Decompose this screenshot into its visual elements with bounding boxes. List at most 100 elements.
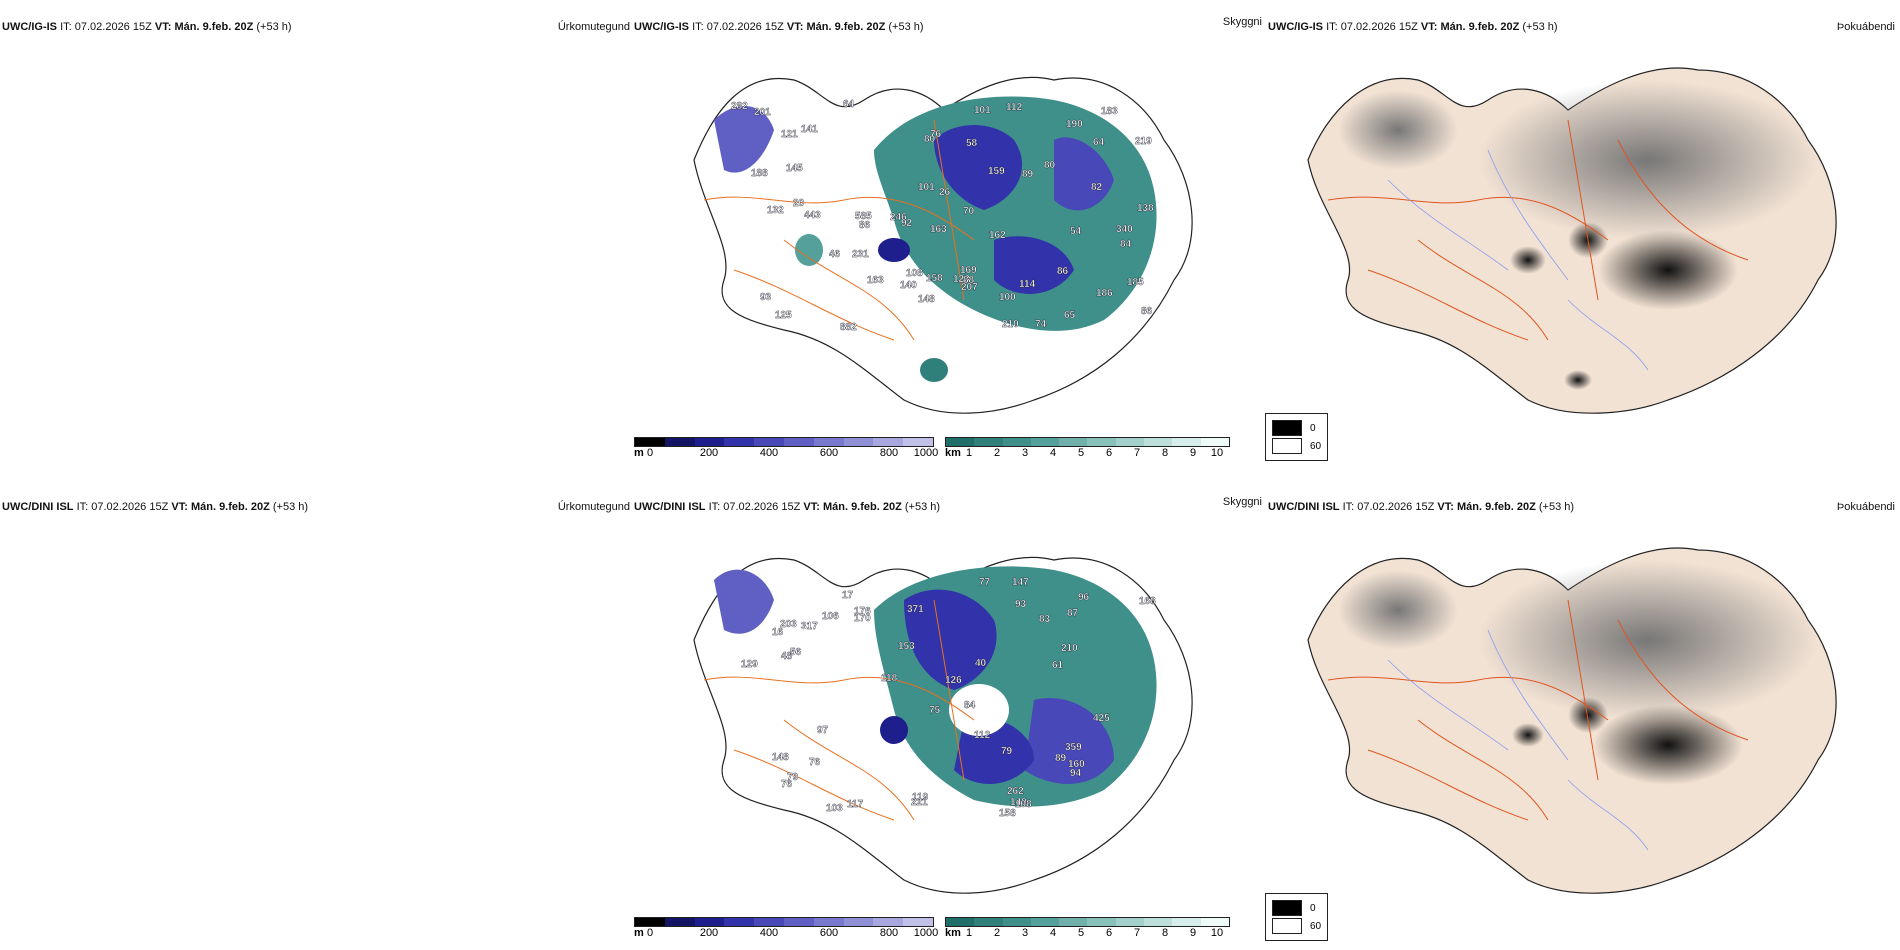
precip-legend-row2: Súld Rigning Slydda Snjókoma Frostúði Fr…	[5, 916, 502, 937]
ceiling-value-label: 64	[843, 99, 855, 110]
ceiling-value-label: 82	[1091, 182, 1103, 193]
ceiling-panel-name-row1: Skyggni	[1222, 16, 1262, 28]
ceiling-value-label: 340	[1116, 224, 1133, 235]
ceiling-value-label: 141	[801, 124, 818, 135]
ceiling-value-label: 103	[826, 803, 843, 814]
ceiling-value-label: 76	[809, 757, 821, 768]
precip-map-svg-row2	[1, 516, 632, 942]
ceiling-value-label: 219	[1135, 136, 1152, 147]
ceiling-value-label: 17	[842, 590, 854, 601]
ceiling-value-label: 75	[929, 705, 941, 716]
ceiling-value-label: 40	[975, 658, 987, 669]
ceiling-value-label: 58	[966, 138, 978, 149]
ceiling-map-svg-row2: 17 210 140 16 87 76 94 75 93 83 79 147 97 48 119 84 61 17…	[693, 556, 1193, 894]
visibility-unit-row2: km	[945, 927, 961, 939]
ceiling-value-label: 108	[1015, 799, 1032, 810]
ceiling-value-label: 203	[780, 619, 797, 630]
ceiling-value-label: 138	[1137, 203, 1154, 214]
visibility-colorbar-row1: 1 2 3 4 5 6 7 8 9 10	[945, 437, 1230, 459]
ceiling-value-label: 112	[974, 730, 991, 741]
ceiling-value-label: 101	[918, 182, 935, 193]
ceiling-map-row2[interactable]: 17 210 140 16 87 76 94 75 93 83 79 147 97 48 119 84 61 17…	[634, 520, 1264, 910]
ceiling-value-label: 114	[1019, 279, 1036, 290]
legend-item-haglel: Haglél	[448, 440, 494, 453]
ceiling-value-label: 84	[1120, 239, 1132, 250]
ceiling-value-label: 94	[1070, 768, 1082, 779]
precip-map-row2[interactable]: Súld Rigning Slydda Snjókoma Frostúði Fr…	[0, 495, 633, 943]
precip-map-svg	[1, 36, 632, 462]
fog-panel-name-row1: Þokuábendi	[1836, 21, 1895, 33]
ceiling-value-label: 186	[1096, 288, 1113, 299]
ceiling-value-label: 246	[890, 212, 907, 223]
ceiling-value-label: 80	[924, 134, 936, 145]
ceiling-value-label: 77	[979, 577, 991, 588]
ceiling-value-label: 163	[930, 224, 947, 235]
ceiling-value-label: 26	[939, 187, 951, 198]
ceiling-value-label: 87	[1067, 608, 1079, 619]
ceiling-value-label: 84	[964, 700, 976, 711]
fog-panel-name-row2: Þokuábendi	[1836, 501, 1895, 513]
ceiling-value-label: 88	[963, 275, 975, 286]
legend-item-snaehagl: Snæhagl	[381, 440, 439, 453]
ceiling-value-label: 158	[926, 273, 943, 284]
ceiling-value-label: 140	[1010, 797, 1027, 808]
fog-map-row1[interactable]	[1268, 40, 1898, 440]
ceiling-value-label: 201	[754, 107, 771, 118]
ceiling-value-label: 158	[999, 808, 1016, 819]
ceiling-value-label: 61	[1052, 660, 1064, 671]
legend-item-frostudi: Frostúði	[248, 440, 302, 453]
ceiling-value-label: 443	[804, 210, 821, 221]
ceiling-value-label: 425	[1093, 713, 1110, 724]
legend-item-snjokoma: Snjókoma	[177, 440, 239, 453]
ceiling-value-label: 76	[781, 779, 793, 790]
model-name: UWC/IG-IS	[2, 21, 57, 33]
ceiling-value-label: 96	[1078, 592, 1090, 603]
precip-legend: Súld Rigning Slydda Snjókoma Frostúði Fr…	[5, 436, 502, 457]
fog-title-row2: UWC/DINI ISL IT: 07.02.2026 15Z VT: Mán.…	[1268, 501, 1575, 513]
visibility-colorbar-row2: 1 2 3 4 5 6 7 8 9 10	[945, 917, 1230, 939]
ceiling-value-label: 371	[907, 604, 924, 615]
ceiling-map-svg-row1: 186 185 169 101 114 89 74 86 141 100 20 585 112 123 10…	[693, 76, 1193, 414]
ceiling-value-label: 163	[867, 275, 884, 286]
ceiling-value-label: 168	[1139, 596, 1156, 607]
ceiling-title-row2: UWC/DINI ISL IT: 07.02.2026 15Z VT: Mán.…	[634, 501, 941, 513]
ceiling-value-label: 117	[847, 799, 864, 810]
fog-legend-row2: 0 60	[1265, 893, 1329, 941]
ceiling-value-label: 153	[898, 641, 915, 652]
precip-title-row1: UWC/IG-IS IT: 07.02.2026 15Z VT: Mán. 9.…	[2, 21, 292, 33]
ceiling-value-label: 48	[781, 651, 793, 662]
visibility-unit-row1: km	[945, 447, 961, 459]
ceiling-value-label: 54	[1070, 226, 1082, 237]
ceiling-value-label: 46	[829, 249, 841, 260]
ceiling-value-label: 112	[1006, 102, 1023, 113]
ceiling-value-label: 76	[930, 129, 942, 140]
ceiling-value-label: 100	[999, 292, 1016, 303]
ceiling-value-label: 317	[801, 621, 818, 632]
ceiling-value-label: 92	[901, 218, 913, 229]
ceiling-value-label: 89	[1022, 169, 1034, 180]
ceiling-map-row1[interactable]: 186 185 169 101 114 89 74 86 141 100 20 585 112 123 10…	[634, 40, 1264, 430]
ceiling-value-label: 65	[1064, 310, 1076, 321]
ceiling-value-label: 148	[772, 752, 789, 763]
fog-title-row1: UWC/IG-IS IT: 07.02.2026 15Z VT: Mán. 9.…	[1268, 21, 1558, 33]
legend-item-sudl: Súld	[12, 440, 49, 453]
ceiling-value-label: 262	[1007, 786, 1024, 797]
fog-map-row2[interactable]	[1268, 520, 1898, 920]
ceiling-value-label: 121	[781, 129, 798, 140]
ceiling-value-label: 207	[961, 282, 978, 293]
precip-map-row1[interactable]: Súld Rigning Slydda Snjókoma Frostúði Fr…	[0, 15, 633, 463]
ceiling-unit-row2: m	[634, 927, 644, 939]
ceiling-value-label: 64	[1093, 137, 1105, 148]
vt-label: VT:	[154, 21, 172, 33]
ceiling-value-label: 169	[960, 265, 977, 276]
ceiling-value-label: 93	[1015, 599, 1027, 610]
ceiling-value-label: 148	[918, 294, 935, 305]
ceiling-value-label: 359	[1065, 742, 1082, 753]
ceiling-value-label: 56	[790, 647, 802, 658]
ceiling-value-label: 183	[1101, 106, 1118, 117]
legend-item-slydda: Slydda	[119, 440, 168, 453]
ceiling-value-label: 231	[852, 249, 869, 260]
legend-item-frostregn: Frostregn	[312, 440, 372, 453]
precip-panel-name-row1: Úrkomutegund	[557, 21, 630, 33]
ceiling-colorbar-row1: 0 200 400 600 800 1000	[634, 437, 938, 459]
